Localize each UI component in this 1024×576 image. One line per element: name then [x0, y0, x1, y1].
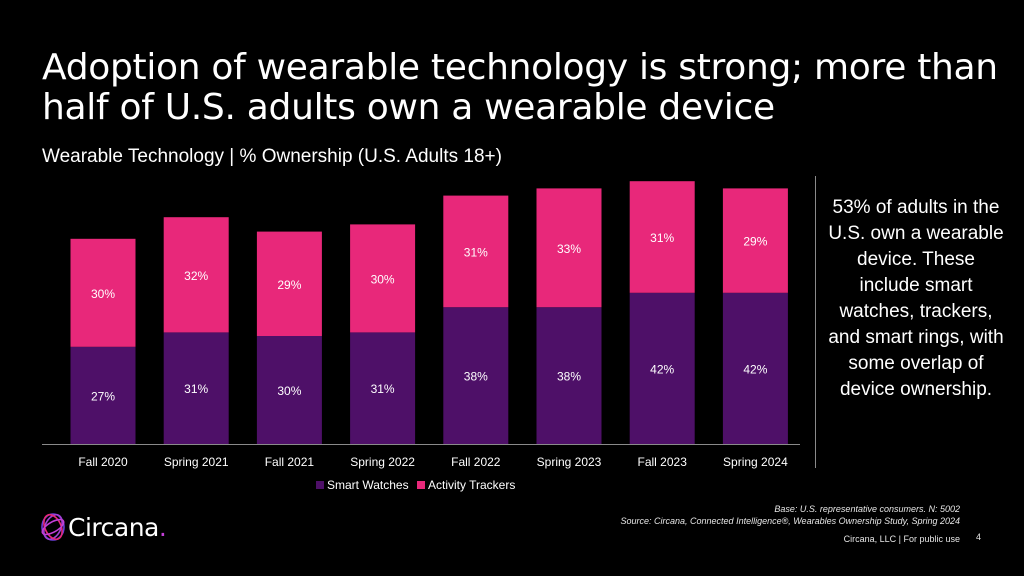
footer-text: Circana, LLC | For public use — [843, 534, 960, 544]
bar-smart-watches — [629, 292, 695, 444]
data-label: 31% — [464, 245, 488, 259]
legend-swatch — [316, 481, 324, 489]
data-label: 31% — [371, 382, 395, 396]
page-title: Adoption of wearable technology is stron… — [42, 47, 998, 128]
x-tick-label: Spring 2022 — [350, 455, 415, 469]
data-label: 30% — [371, 272, 395, 286]
data-label: 38% — [557, 370, 581, 384]
page-number: 4 — [976, 532, 982, 542]
x-tick-label: Fall 2021 — [265, 455, 315, 469]
data-label: 42% — [650, 362, 674, 376]
data-label: 31% — [650, 231, 674, 245]
bar-smart-watches — [350, 332, 416, 444]
bar-activity-trackers — [443, 195, 509, 308]
data-label: 33% — [557, 242, 581, 256]
bar-smart-watches — [443, 307, 509, 444]
bar-smart-watches — [163, 332, 229, 444]
source-note: Source: Circana, Connected Intelligence®… — [620, 516, 961, 526]
callout-text: 53% of adults in the U.S. own a wearable… — [828, 197, 1004, 400]
data-label: 38% — [464, 370, 488, 384]
bar-smart-watches — [256, 336, 322, 444]
bar-smart-watches — [70, 346, 136, 444]
x-tick-label: Fall 2023 — [638, 455, 688, 469]
legend-label: Activity Trackers — [428, 478, 515, 492]
vertical-divider — [815, 176, 816, 468]
bar-activity-trackers — [70, 238, 136, 347]
legend-label: Smart Watches — [327, 478, 409, 492]
circana-logo-icon — [41, 513, 65, 541]
x-tick-label: Spring 2024 — [723, 455, 788, 469]
logo-wordmark: Circana. — [68, 512, 167, 542]
stacked-bar-chart: 27% 30% Fall 2020 31% 32% Spring 2021 30% 29% Fa… — [42, 181, 800, 492]
x-tick-label: Spring 2021 — [164, 455, 229, 469]
bar-smart-watches — [722, 292, 788, 444]
data-label: 30% — [91, 287, 115, 301]
bar-activity-trackers — [629, 181, 695, 293]
data-label: 31% — [184, 382, 208, 396]
x-tick-label: Fall 2022 — [451, 455, 501, 469]
bar-activity-trackers — [256, 231, 322, 336]
data-label: 29% — [743, 235, 767, 249]
circana-logo: Circana. — [40, 512, 167, 542]
bar-activity-trackers — [536, 188, 602, 308]
base-note: Base: U.S. representative consumers. N: … — [774, 504, 960, 514]
chart-subtitle: Wearable Technology | % Ownership (U.S. … — [42, 146, 502, 167]
data-label: 29% — [277, 278, 301, 292]
x-tick-label: Fall 2020 — [78, 455, 128, 469]
data-label: 30% — [277, 384, 301, 398]
legend-swatch — [417, 481, 425, 489]
bar-activity-trackers — [722, 188, 788, 293]
data-label: 32% — [184, 269, 208, 283]
data-label: 42% — [743, 362, 767, 376]
source-notes: Base: U.S. representative consumers. N: … — [621, 503, 961, 527]
x-tick-label: Spring 2023 — [537, 455, 602, 469]
bar-activity-trackers — [350, 224, 416, 333]
bar-activity-trackers — [163, 217, 229, 333]
data-label: 27% — [91, 389, 115, 403]
bar-smart-watches — [536, 307, 602, 444]
